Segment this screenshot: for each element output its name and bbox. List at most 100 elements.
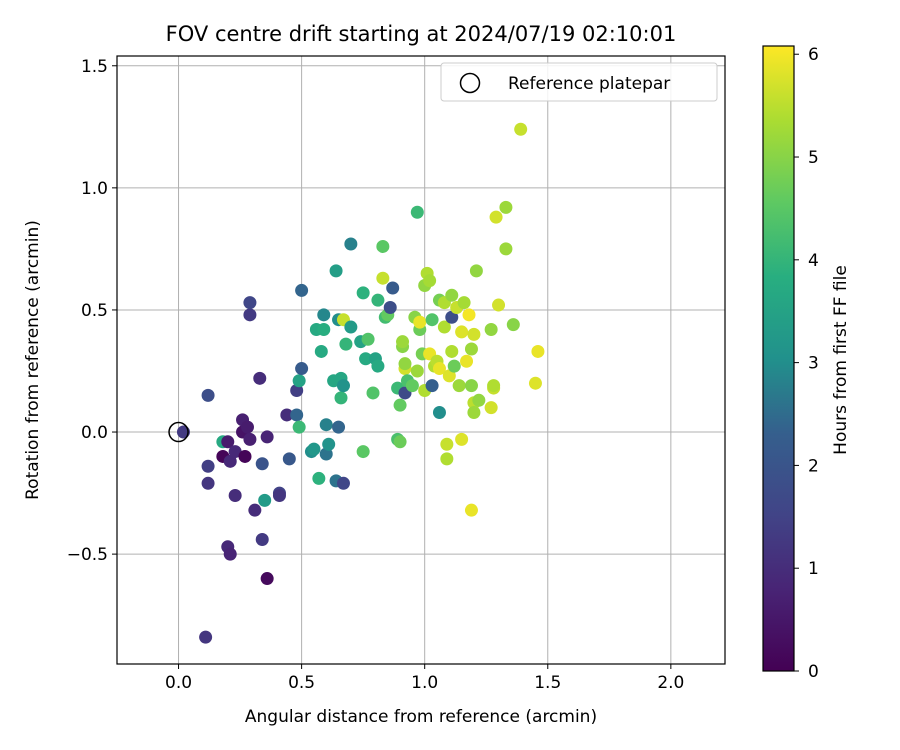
data-point xyxy=(396,335,410,349)
data-point xyxy=(432,405,446,419)
colorbar xyxy=(762,45,795,672)
legend-label: Reference platepar xyxy=(508,74,670,94)
data-point xyxy=(344,320,358,334)
data-point xyxy=(423,274,437,288)
data-point xyxy=(464,503,478,517)
data-point xyxy=(253,371,267,385)
colorbar-tick-label: 6 xyxy=(808,45,819,65)
data-point xyxy=(489,210,503,224)
data-point xyxy=(339,337,353,351)
y-tick-label: −0.5 xyxy=(67,545,108,565)
data-point xyxy=(531,344,545,358)
data-point xyxy=(248,503,262,517)
data-point xyxy=(322,437,336,451)
data-point xyxy=(393,435,407,449)
data-point xyxy=(201,476,215,490)
x-tick-label: 0.5 xyxy=(288,673,315,693)
data-point xyxy=(307,442,321,456)
data-point xyxy=(432,362,446,376)
plot-area-frame xyxy=(116,55,726,665)
colorbar-tick-label: 2 xyxy=(808,456,819,476)
data-point xyxy=(514,122,528,136)
data-point xyxy=(445,310,459,324)
data-point xyxy=(442,369,456,383)
data-point xyxy=(410,205,424,219)
data-point xyxy=(290,384,304,398)
data-point xyxy=(492,298,506,312)
data-point xyxy=(223,454,237,468)
data-point xyxy=(221,435,235,449)
data-point xyxy=(460,354,474,368)
colorbar-tick-label: 4 xyxy=(808,251,819,271)
data-point xyxy=(437,320,451,334)
data-point xyxy=(319,447,333,461)
data-point xyxy=(292,374,306,388)
data-point xyxy=(334,391,348,405)
colorbar-tick-label: 5 xyxy=(808,148,819,168)
data-point xyxy=(366,386,380,400)
data-point xyxy=(487,379,501,393)
data-point xyxy=(223,547,237,561)
reference-platepar-marker xyxy=(168,421,189,443)
data-point xyxy=(228,489,242,503)
data-point xyxy=(393,398,407,412)
data-point xyxy=(469,264,483,278)
data-point xyxy=(464,379,478,393)
legend-box xyxy=(440,62,718,102)
reference-marker-group xyxy=(168,421,189,443)
data-point xyxy=(317,322,331,336)
data-point xyxy=(228,445,242,459)
x-axis-label: Angular distance from reference (arcmin) xyxy=(245,707,597,727)
data-point xyxy=(371,293,385,307)
y-tick-label: 0.0 xyxy=(81,423,108,443)
data-point xyxy=(445,288,459,302)
data-point xyxy=(243,296,257,310)
colorbar-label: Hours from first FF file xyxy=(831,265,851,455)
data-point xyxy=(359,352,373,366)
data-point xyxy=(376,271,390,285)
x-tick-label: 1.5 xyxy=(534,673,561,693)
data-point xyxy=(425,379,439,393)
axis-ticks: 0.0 0.5 1.0 1.5 2.0 −0.5 0.0 0.5 1.0 1.5 xyxy=(67,57,685,693)
data-point xyxy=(238,449,252,463)
data-point xyxy=(280,408,294,422)
chart-title: FOV centre drift starting at 2024/07/19 … xyxy=(166,22,677,46)
data-point xyxy=(457,296,471,310)
data-point xyxy=(332,420,346,434)
x-tick-label: 1.0 xyxy=(411,673,438,693)
x-tick-label: 2.0 xyxy=(657,673,684,693)
data-point xyxy=(413,315,427,329)
data-point xyxy=(425,313,439,327)
data-point xyxy=(201,388,215,402)
data-point xyxy=(376,239,390,253)
data-point xyxy=(467,327,481,341)
legend: Reference platepar xyxy=(440,62,718,102)
data-point xyxy=(383,301,397,315)
data-point xyxy=(484,401,498,415)
y-tick-label: 1.5 xyxy=(81,57,108,77)
data-point xyxy=(336,476,350,490)
data-point xyxy=(386,281,400,295)
colorbar-tick-label: 3 xyxy=(808,354,819,374)
data-point xyxy=(440,437,454,451)
legend-marker-icon xyxy=(459,72,481,94)
data-point xyxy=(243,308,257,322)
colorbar-tick-label: 0 xyxy=(808,662,819,682)
data-point xyxy=(260,430,274,444)
colorbar-tick-label: 1 xyxy=(808,559,819,579)
data-point xyxy=(440,452,454,466)
data-point xyxy=(472,393,486,407)
data-point xyxy=(356,286,370,300)
data-point xyxy=(260,572,274,586)
data-point xyxy=(292,420,306,434)
x-tick-label: 0.0 xyxy=(165,673,192,693)
y-axis-label: Rotation from reference (arcmin) xyxy=(23,220,43,500)
data-point xyxy=(255,532,269,546)
data-point xyxy=(317,308,331,322)
data-point xyxy=(312,471,326,485)
data-point xyxy=(329,264,343,278)
data-point xyxy=(201,459,215,473)
data-point xyxy=(356,445,370,459)
data-point xyxy=(258,493,272,507)
